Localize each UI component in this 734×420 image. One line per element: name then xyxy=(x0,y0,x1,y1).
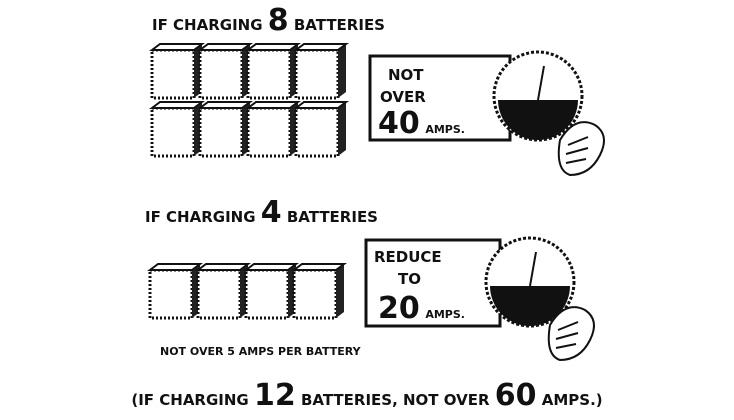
sign-line: REDUCE xyxy=(374,248,442,266)
amps-unit: AMPS. xyxy=(425,308,465,321)
sign-line: NOT xyxy=(388,66,424,84)
note: NOT OVER 5 AMPS PER BATTERY xyxy=(160,345,362,358)
battery xyxy=(152,108,194,156)
sign-line: OVER xyxy=(380,88,426,106)
battery xyxy=(296,50,338,98)
battery xyxy=(248,50,290,98)
battery-top xyxy=(294,264,344,270)
heading-lead: IF CHARGING xyxy=(145,208,256,226)
heading: IF CHARGING 4 BATTERIES xyxy=(145,195,378,230)
battery-top xyxy=(296,44,346,50)
battery xyxy=(248,108,290,156)
heading-count: 4 xyxy=(261,195,282,230)
battery-side xyxy=(338,44,346,98)
battery-top xyxy=(248,102,298,108)
footnote-count: 12 xyxy=(254,378,296,413)
battery-top xyxy=(200,102,250,108)
footnote-lead: (IF CHARGING xyxy=(131,391,248,409)
heading-tail: BATTERIES xyxy=(294,16,385,34)
battery xyxy=(198,270,240,318)
footnote-tail: AMPS.) xyxy=(542,391,603,409)
battery-top xyxy=(246,264,296,270)
amps-number: 20 xyxy=(378,291,420,326)
battery-side xyxy=(338,102,346,156)
footnote-middle: BATTERIES, NOT OVER xyxy=(301,391,490,409)
footnote-amps: 60 xyxy=(495,378,537,413)
battery-top xyxy=(200,44,250,50)
amps-number: 40 xyxy=(378,106,420,141)
battery-top xyxy=(152,102,202,108)
heading: IF CHARGING 8 BATTERIES xyxy=(152,3,385,38)
battery-top xyxy=(150,264,200,270)
heading-tail: BATTERIES xyxy=(287,208,378,226)
heading-count: 8 xyxy=(268,3,289,38)
artwork xyxy=(150,44,604,360)
battery xyxy=(296,108,338,156)
heading-lead: IF CHARGING xyxy=(152,16,263,34)
battery-side xyxy=(336,264,344,318)
battery xyxy=(246,270,288,318)
battery-top xyxy=(152,44,202,50)
illustration: IF CHARGING 8 BATTERIES NOT OVER 40 AMPS… xyxy=(0,0,734,420)
battery-top xyxy=(198,264,248,270)
sign-amps: 20 AMPS. xyxy=(378,291,465,326)
battery xyxy=(150,270,192,318)
footnote: (IF CHARGING 12 BATTERIES, NOT OVER 60 A… xyxy=(131,378,602,413)
amps-unit: AMPS. xyxy=(425,123,465,136)
battery xyxy=(152,50,194,98)
sign-line: TO xyxy=(398,270,421,288)
sign-amps: 40 AMPS. xyxy=(378,106,465,141)
battery-top xyxy=(296,102,346,108)
battery xyxy=(200,108,242,156)
battery-top xyxy=(248,44,298,50)
battery xyxy=(294,270,336,318)
battery xyxy=(200,50,242,98)
